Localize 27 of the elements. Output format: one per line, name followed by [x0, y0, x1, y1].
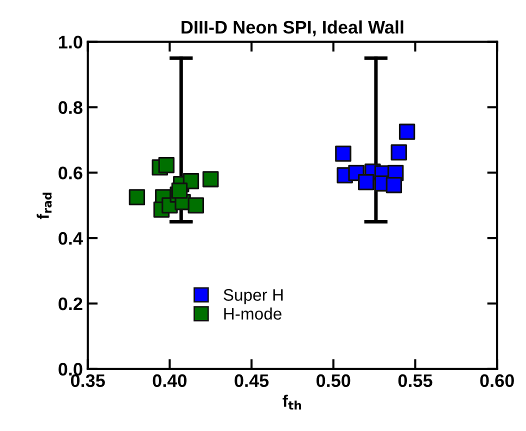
point [171, 182, 188, 199]
point [202, 171, 219, 188]
point [358, 174, 374, 190]
chart-title: DIII-D Neon SPI, Ideal Wall [182, 20, 404, 36]
x-tick-label: 0.55 [398, 374, 432, 388]
y-tick-label: 0.4 [58, 232, 83, 245]
y-tick-label: 0.0 [58, 362, 82, 376]
point [386, 176, 402, 194]
x-axis-title: f$_{th}$ [282, 394, 302, 410]
x-tick-label: 0.50 [316, 374, 350, 388]
y-tick-label: 0.6 [58, 166, 82, 180]
y-tick-label: 0.2 [58, 297, 82, 310]
legend-label: H-mode [224, 307, 282, 320]
x-tick-label: 0.45 [234, 374, 269, 388]
point [188, 197, 204, 214]
point [390, 144, 407, 160]
point [158, 157, 175, 174]
x-tick-label: 0.60 [480, 374, 514, 388]
point [335, 146, 352, 162]
y-tick-label: 0.8 [58, 101, 82, 114]
x-tick-label: 0.35 [70, 374, 105, 388]
y-tick-label: 1.0 [59, 36, 82, 49]
legend-label: Super H [224, 289, 283, 304]
x-tick-label: 0.40 [152, 374, 187, 388]
y-axis-title: f$_{rad}$ [36, 192, 52, 220]
point [398, 124, 416, 140]
point [128, 189, 146, 206]
